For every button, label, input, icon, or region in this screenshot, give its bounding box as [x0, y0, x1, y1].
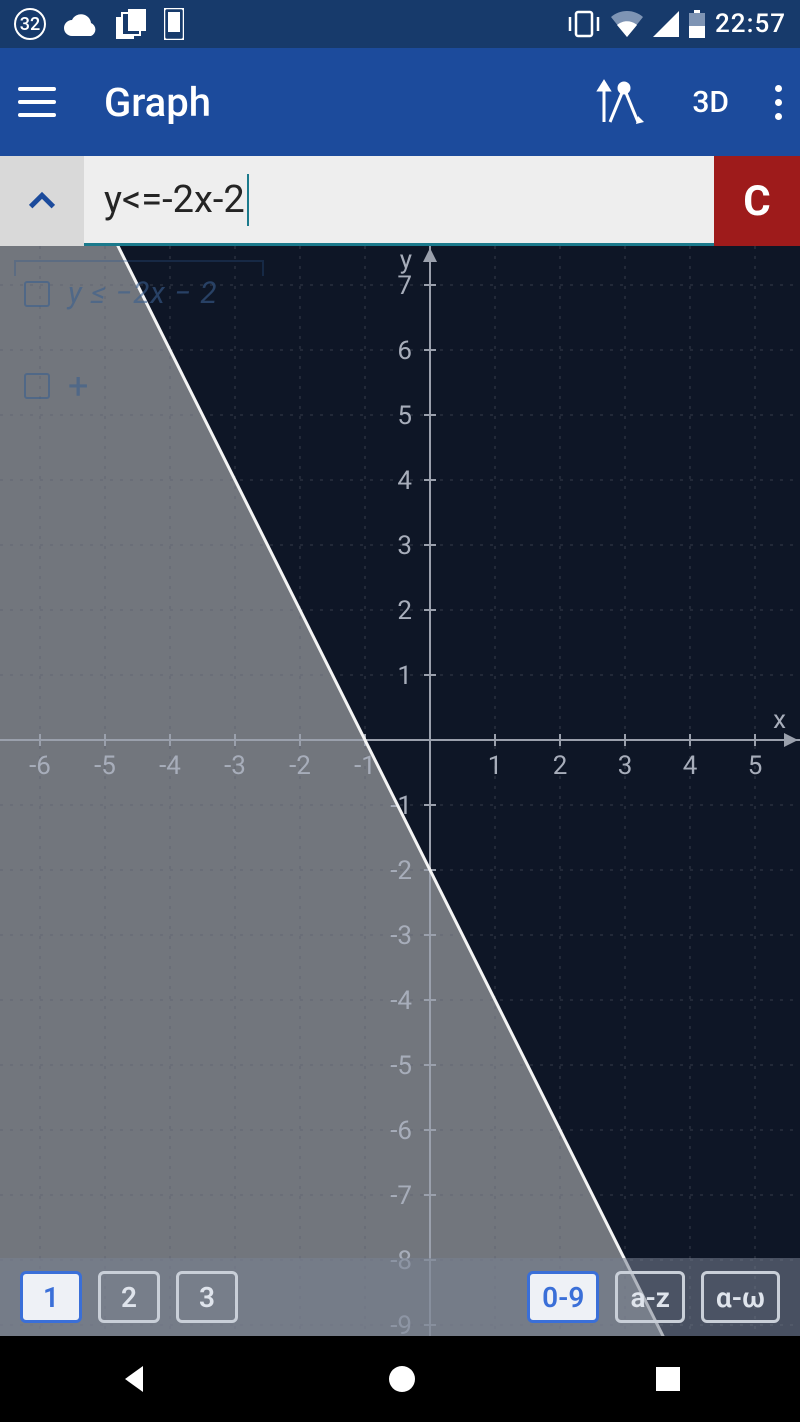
expression-input-row: y<=-2x-2 C [0, 156, 800, 246]
svg-text:4: 4 [683, 751, 698, 781]
expression-input[interactable]: y<=-2x-2 [84, 156, 714, 246]
vibrate-icon [567, 10, 601, 38]
compass-tool-icon[interactable] [594, 76, 646, 128]
back-button[interactable] [117, 1362, 151, 1396]
svg-text:-6: -6 [29, 751, 51, 781]
battery-icon [689, 10, 705, 38]
keypad-mode-0-9[interactable]: 0-9 [527, 1271, 599, 1323]
overflow-menu-button[interactable] [775, 85, 782, 120]
svg-text:-2: -2 [289, 751, 311, 781]
notification-count-badge: 32 [14, 8, 46, 40]
svg-text:1: 1 [488, 751, 503, 781]
app-title: Graph [104, 79, 211, 126]
keypad-tab-1[interactable]: 1 [20, 1271, 82, 1323]
graph-canvas[interactable]: xy-6-5-4-3-2-112345-9-8-7-6-5-4-3-2-1123… [0, 246, 800, 1336]
svg-text:-4: -4 [390, 986, 412, 1016]
svg-text:7: 7 [397, 271, 412, 301]
status-bar: 32 22:57 [0, 0, 800, 48]
svg-text:x: x [773, 705, 786, 735]
app-bar: Graph 3D [0, 48, 800, 156]
recent-apps-button[interactable] [653, 1364, 683, 1394]
svg-text:-3: -3 [224, 751, 246, 781]
clear-button[interactable]: C [714, 156, 800, 246]
svg-text:4: 4 [397, 466, 412, 496]
svg-text:2: 2 [553, 751, 568, 781]
svg-text:-2: -2 [390, 856, 412, 886]
svg-text:3: 3 [618, 751, 633, 781]
svg-text:-3: -3 [390, 921, 412, 951]
windows-icon [116, 9, 146, 39]
phone-icon [164, 8, 184, 40]
3d-toggle[interactable]: 3D [692, 85, 729, 120]
expression-text: y<=-2x-2 [104, 178, 245, 222]
home-button[interactable] [385, 1362, 419, 1396]
system-nav-bar [0, 1336, 800, 1422]
svg-text:-4: -4 [159, 751, 181, 781]
svg-text:-5: -5 [94, 751, 116, 781]
svg-text:2: 2 [397, 596, 412, 626]
svg-text:6: 6 [397, 336, 412, 366]
collapse-button[interactable] [0, 156, 84, 246]
svg-text:-6: -6 [390, 1116, 412, 1146]
svg-text:-5: -5 [390, 1051, 412, 1081]
keypad-tab-row: 123 0-9 a-z α-ω [0, 1258, 800, 1336]
svg-text:5: 5 [397, 401, 412, 431]
cloud-icon [64, 12, 98, 36]
keypad-tab-3[interactable]: 3 [176, 1271, 238, 1323]
svg-text:5: 5 [748, 751, 763, 781]
svg-text:3: 3 [397, 531, 412, 561]
keypad-mode-a-z[interactable]: a-z [615, 1271, 684, 1323]
menu-button[interactable] [18, 87, 56, 117]
svg-text:1: 1 [397, 661, 412, 691]
keypad-tab-2[interactable]: 2 [98, 1271, 160, 1323]
wifi-icon [611, 11, 643, 37]
signal-icon [653, 11, 679, 37]
clock: 22:57 [715, 9, 786, 39]
svg-text:-7: -7 [390, 1181, 412, 1211]
keypad-mode-α-ω[interactable]: α-ω [701, 1271, 780, 1323]
